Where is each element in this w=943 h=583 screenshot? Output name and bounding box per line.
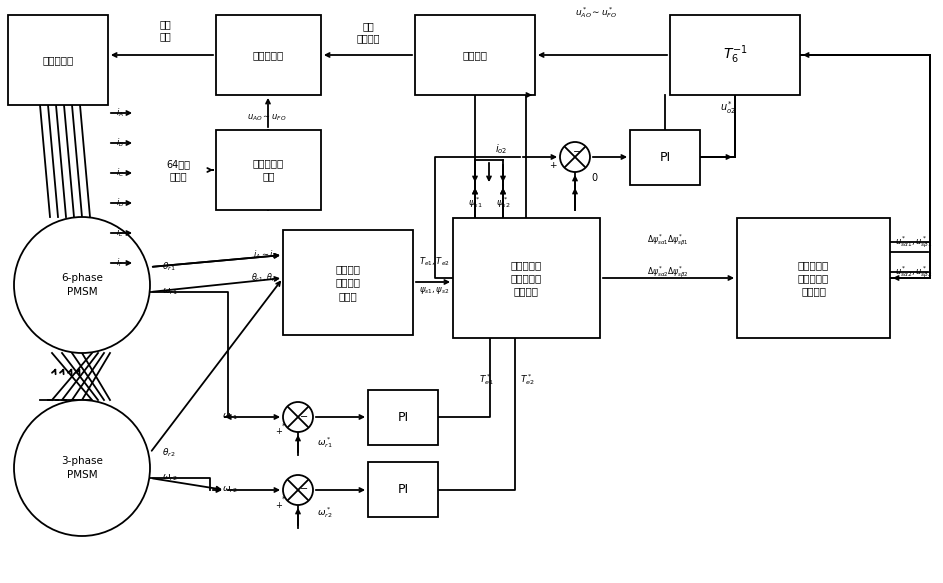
Text: $u^*_{s\alpha2},u^*_{s\beta2}$: $u^*_{s\alpha2},u^*_{s\beta2}$ bbox=[895, 264, 933, 280]
Text: $\omega_{r2}$: $\omega_{r2}$ bbox=[162, 473, 177, 483]
Text: 静止坐标系
定子磁链期
望值计算: 静止坐标系 定子磁链期 望值计算 bbox=[511, 260, 542, 296]
Text: 脉冲发生器: 脉冲发生器 bbox=[253, 50, 284, 60]
Text: 六相相电压
计算: 六相相电压 计算 bbox=[253, 159, 284, 181]
Text: $T_6^{-1}$: $T_6^{-1}$ bbox=[722, 44, 748, 66]
Bar bbox=[368, 390, 438, 445]
Text: $i_E$: $i_E$ bbox=[116, 227, 124, 239]
Bar bbox=[630, 130, 700, 185]
Text: $i_B$: $i_B$ bbox=[116, 137, 124, 149]
Text: +: + bbox=[275, 427, 282, 437]
Text: $T^*_{e1}$: $T^*_{e1}$ bbox=[479, 373, 494, 388]
Text: $u_{AO}{\sim}u_{FO}$: $u_{AO}{\sim}u_{FO}$ bbox=[247, 113, 287, 123]
Text: PI: PI bbox=[659, 151, 670, 164]
Text: +: + bbox=[550, 160, 557, 170]
Text: $u^*_{o2}$: $u^*_{o2}$ bbox=[720, 100, 736, 117]
Circle shape bbox=[560, 142, 590, 172]
Bar bbox=[216, 130, 321, 210]
Text: $\theta_{r1}$: $\theta_{r1}$ bbox=[162, 261, 175, 273]
Bar bbox=[216, 15, 321, 95]
Text: 六相逆变器: 六相逆变器 bbox=[42, 55, 74, 65]
Text: $i_C$: $i_C$ bbox=[116, 167, 124, 179]
Text: $\theta_{r1},\theta_{r2}$: $\theta_{r1},\theta_{r2}$ bbox=[251, 272, 278, 285]
Text: $T^*_{e2}$: $T^*_{e2}$ bbox=[520, 373, 535, 388]
Circle shape bbox=[283, 475, 313, 505]
Bar bbox=[8, 15, 108, 105]
Text: $T_{e1},T_{e2}$: $T_{e1},T_{e2}$ bbox=[419, 255, 450, 268]
Bar bbox=[283, 230, 413, 335]
Bar bbox=[453, 218, 600, 338]
Circle shape bbox=[14, 217, 150, 353]
Text: $\theta_{r2}$: $\theta_{r2}$ bbox=[162, 447, 175, 459]
Text: 成本函数: 成本函数 bbox=[462, 50, 488, 60]
Text: $\psi^*_{s1}$: $\psi^*_{s1}$ bbox=[468, 195, 483, 210]
Text: *: * bbox=[282, 423, 285, 429]
Circle shape bbox=[14, 400, 150, 536]
Text: 6-phase
PMSM: 6-phase PMSM bbox=[61, 273, 103, 297]
Text: $\psi_{s1},\psi_{s2}$: $\psi_{s1},\psi_{s2}$ bbox=[420, 285, 450, 296]
Text: 64个开
关状态: 64个开 关状态 bbox=[166, 159, 190, 181]
Text: 开关
信号: 开关 信号 bbox=[159, 19, 171, 41]
Text: $\Delta\psi^*_{s\alpha2}\Delta\psi^*_{s\beta2}$: $\Delta\psi^*_{s\alpha2}\Delta\psi^*_{s\… bbox=[647, 265, 688, 280]
Text: $i_{o2}$: $i_{o2}$ bbox=[494, 142, 507, 156]
Text: $\Delta\psi^*_{s\alpha1}\Delta\psi^*_{s\beta1}$: $\Delta\psi^*_{s\alpha1}\Delta\psi^*_{s\… bbox=[647, 233, 688, 248]
Bar bbox=[670, 15, 800, 95]
Text: $i_F$: $i_F$ bbox=[116, 257, 124, 269]
Bar bbox=[737, 218, 890, 338]
Text: +: + bbox=[275, 500, 282, 510]
Text: $\omega_{r1}$: $\omega_{r1}$ bbox=[162, 287, 177, 297]
Text: PI: PI bbox=[397, 483, 408, 496]
Circle shape bbox=[283, 402, 313, 432]
Text: *: * bbox=[282, 496, 285, 502]
Text: 静止坐标系
定子电压期
望值计算: 静止坐标系 定子电压期 望值计算 bbox=[798, 260, 829, 296]
Bar bbox=[368, 462, 438, 517]
Text: $i_A{\sim}i_F$: $i_A{\sim}i_F$ bbox=[254, 249, 278, 261]
Text: $u^*_{AO}{\sim}u^*_{FO}$: $u^*_{AO}{\sim}u^*_{FO}$ bbox=[575, 5, 617, 20]
Text: $\omega_{r2}$: $\omega_{r2}$ bbox=[223, 484, 238, 495]
Text: $\omega^*_{r2}$: $\omega^*_{r2}$ bbox=[317, 505, 333, 521]
Bar bbox=[415, 15, 535, 95]
Text: 0: 0 bbox=[591, 173, 597, 183]
Text: −: − bbox=[300, 484, 308, 494]
Text: $u^*_{s\alpha1},u^*_{s\beta1}$: $u^*_{s\alpha1},u^*_{s\beta1}$ bbox=[895, 234, 933, 250]
Text: 最优
电压矢量: 最优 电压矢量 bbox=[356, 21, 380, 43]
Text: $\omega^*_{r1}$: $\omega^*_{r1}$ bbox=[317, 436, 333, 451]
Text: 3-phase
PMSM: 3-phase PMSM bbox=[61, 456, 103, 480]
Text: $i_A$: $i_A$ bbox=[116, 107, 124, 120]
Text: $\omega_{r1}$: $\omega_{r1}$ bbox=[223, 412, 238, 422]
Text: 定子磁链
幅值和转
矩计算: 定子磁链 幅值和转 矩计算 bbox=[336, 264, 360, 301]
Text: −: − bbox=[573, 147, 582, 157]
Text: $\psi^*_{s2}$: $\psi^*_{s2}$ bbox=[496, 195, 510, 210]
Text: PI: PI bbox=[397, 411, 408, 424]
Text: $i_D$: $i_D$ bbox=[116, 196, 124, 209]
Text: −: − bbox=[300, 412, 308, 422]
